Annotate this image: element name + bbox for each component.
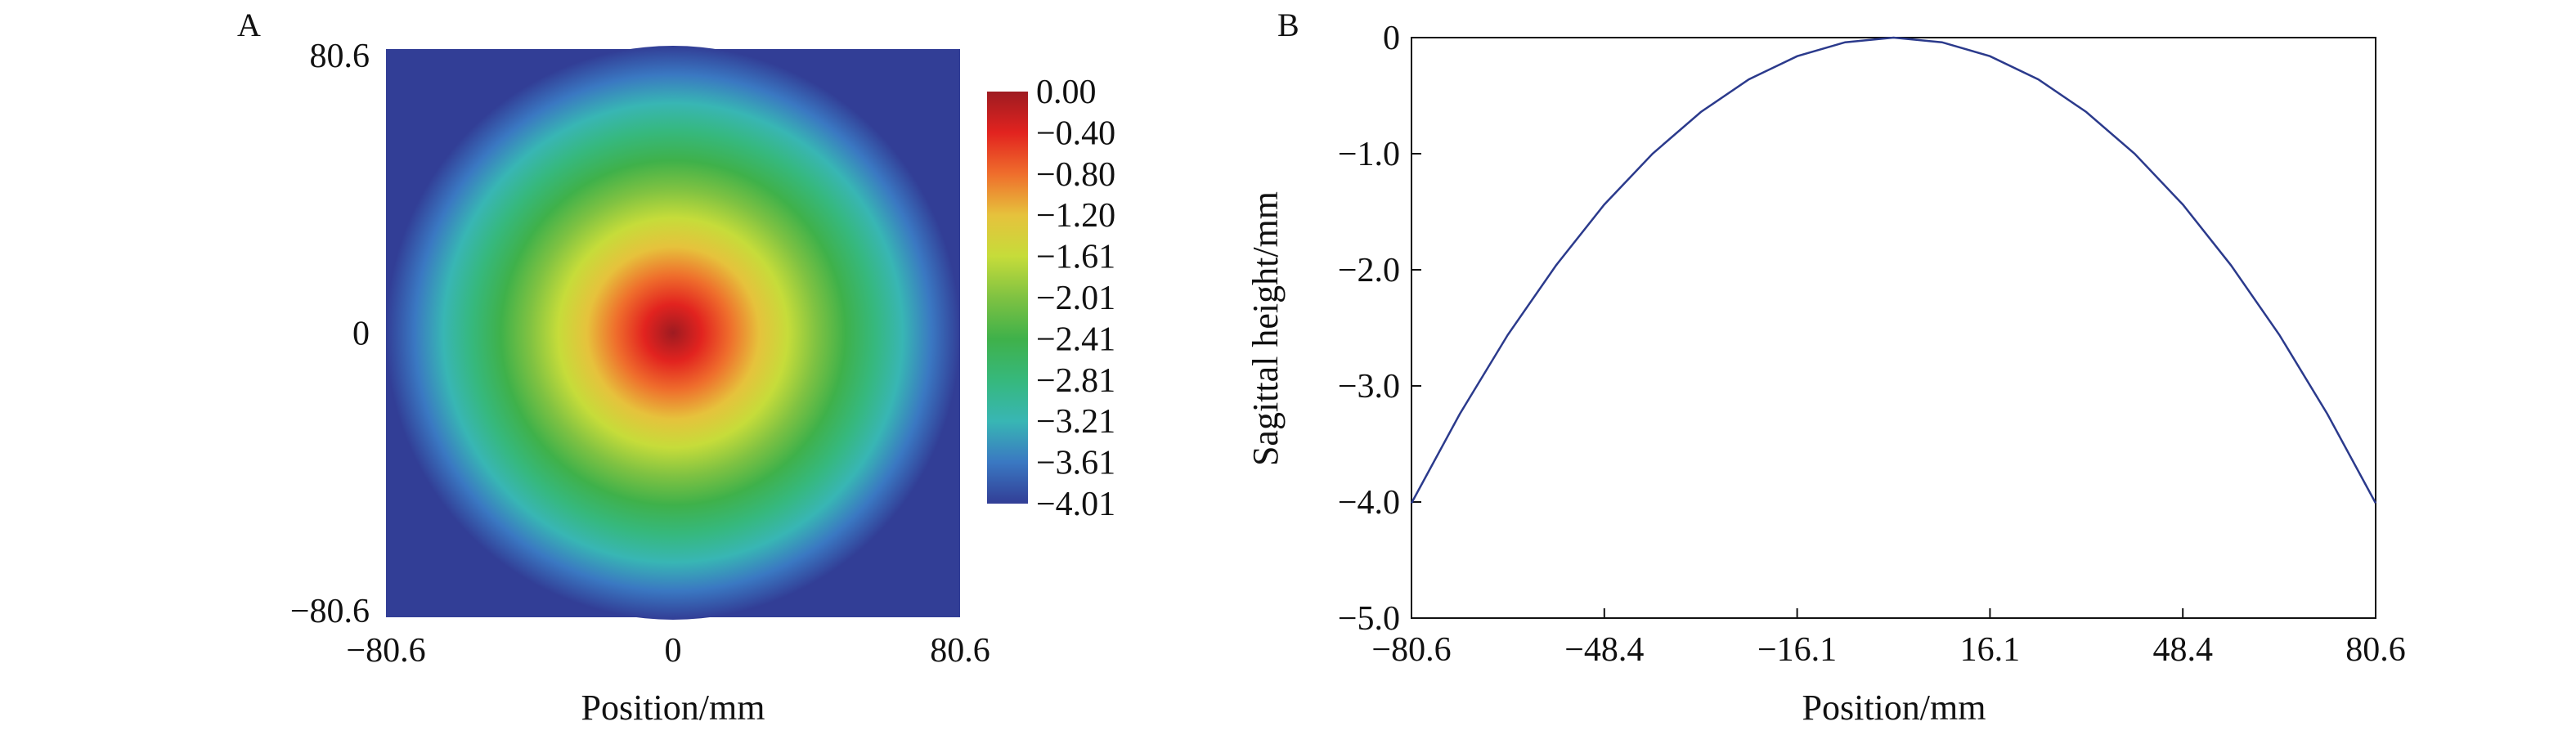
heatmap-x-ticks: −80.6 0 80.6 (346, 632, 990, 670)
line-plot-x-tick-label: −80.6 (1371, 631, 1451, 669)
colorbar-tick-label: −0.40 (1036, 114, 1115, 152)
colorbar-tick-label: −2.81 (1036, 362, 1115, 400)
colorbar-tick-label: −3.61 (1036, 445, 1115, 482)
heatmap-y-tick-label: 0 (352, 316, 370, 353)
line-plot-x-tick-label: 48.4 (2152, 631, 2213, 669)
line-plot-y-tick-label: −1.0 (1338, 136, 1400, 173)
panel-b-label: B (1277, 7, 1299, 43)
colorbar-tick-label: −3.21 (1036, 403, 1115, 441)
colorbar-tick-label: −1.20 (1036, 197, 1115, 235)
colorbar-ticks: 0.00−0.40−0.80−1.20−1.61−2.01−2.41−2.81−… (1036, 74, 1115, 523)
sagittal-height-line (1410, 36, 2377, 504)
colorbar (987, 92, 1028, 504)
line-plot-x-axis-label: Position/mm (1802, 688, 1986, 728)
line-plot-x-tick-label: 16.1 (1960, 631, 2021, 669)
heatmap-surface (386, 46, 960, 620)
line-plot-x-tick-label: 80.6 (2345, 631, 2406, 669)
colorbar-tick-label: 0.00 (1036, 74, 1097, 111)
heatmap-y-ticks: 80.6 0 −80.6 (290, 38, 370, 630)
line-plot-y-tick-label: 0 (1383, 20, 1400, 57)
heatmap-y-tick-label: −80.6 (290, 593, 370, 630)
colorbar-tick-label: −1.61 (1036, 239, 1115, 276)
panel-a: A 80.6 0 −80.6 −80.6 0 80.6 Position/mm 0.00… (237, 7, 1115, 728)
colorbar-tick-label: −0.80 (1036, 156, 1115, 194)
line-plot-x-ticks: −80.6 −48.4 −16.1 16.1 48.4 80.6 (1371, 608, 2406, 669)
panel-a-label: A (237, 7, 261, 43)
heatmap-x-tick-label: 80.6 (930, 632, 990, 670)
heatmap-x-tick-label: −80.6 (346, 632, 425, 670)
heatmap-x-tick-label: 0 (665, 632, 682, 670)
line-plot-y-tick-label: −3.0 (1338, 368, 1400, 406)
line-plot-y-ticks: 0 −1.0 −2.0 −3.0 −4.0 −5.0 (1338, 20, 1421, 638)
colorbar-tick-label: −2.01 (1036, 280, 1115, 317)
line-plot-y-tick-label: −5.0 (1338, 600, 1400, 638)
line-plot-frame (1411, 37, 2376, 619)
line-plot-x-tick-label: −48.4 (1564, 631, 1644, 669)
heatmap-y-tick-label: 80.6 (310, 38, 370, 75)
line-plot-y-tick-label: −4.0 (1338, 484, 1400, 522)
colorbar-tick-label: −4.01 (1036, 486, 1115, 523)
line-plot-y-axis-label: Sagittal height/mm (1245, 191, 1286, 466)
colorbar-tick-label: −2.41 (1036, 320, 1115, 358)
heatmap-x-axis-label: Position/mm (581, 688, 765, 728)
line-plot-x-tick-label: −16.1 (1757, 631, 1837, 669)
panel-b: B 0 −1.0 −2.0 −3.0 −4.0 −5.0 −80.6 −48.4 −16.1 1… (1245, 7, 2406, 728)
line-plot-y-tick-label: −2.0 (1338, 252, 1400, 289)
